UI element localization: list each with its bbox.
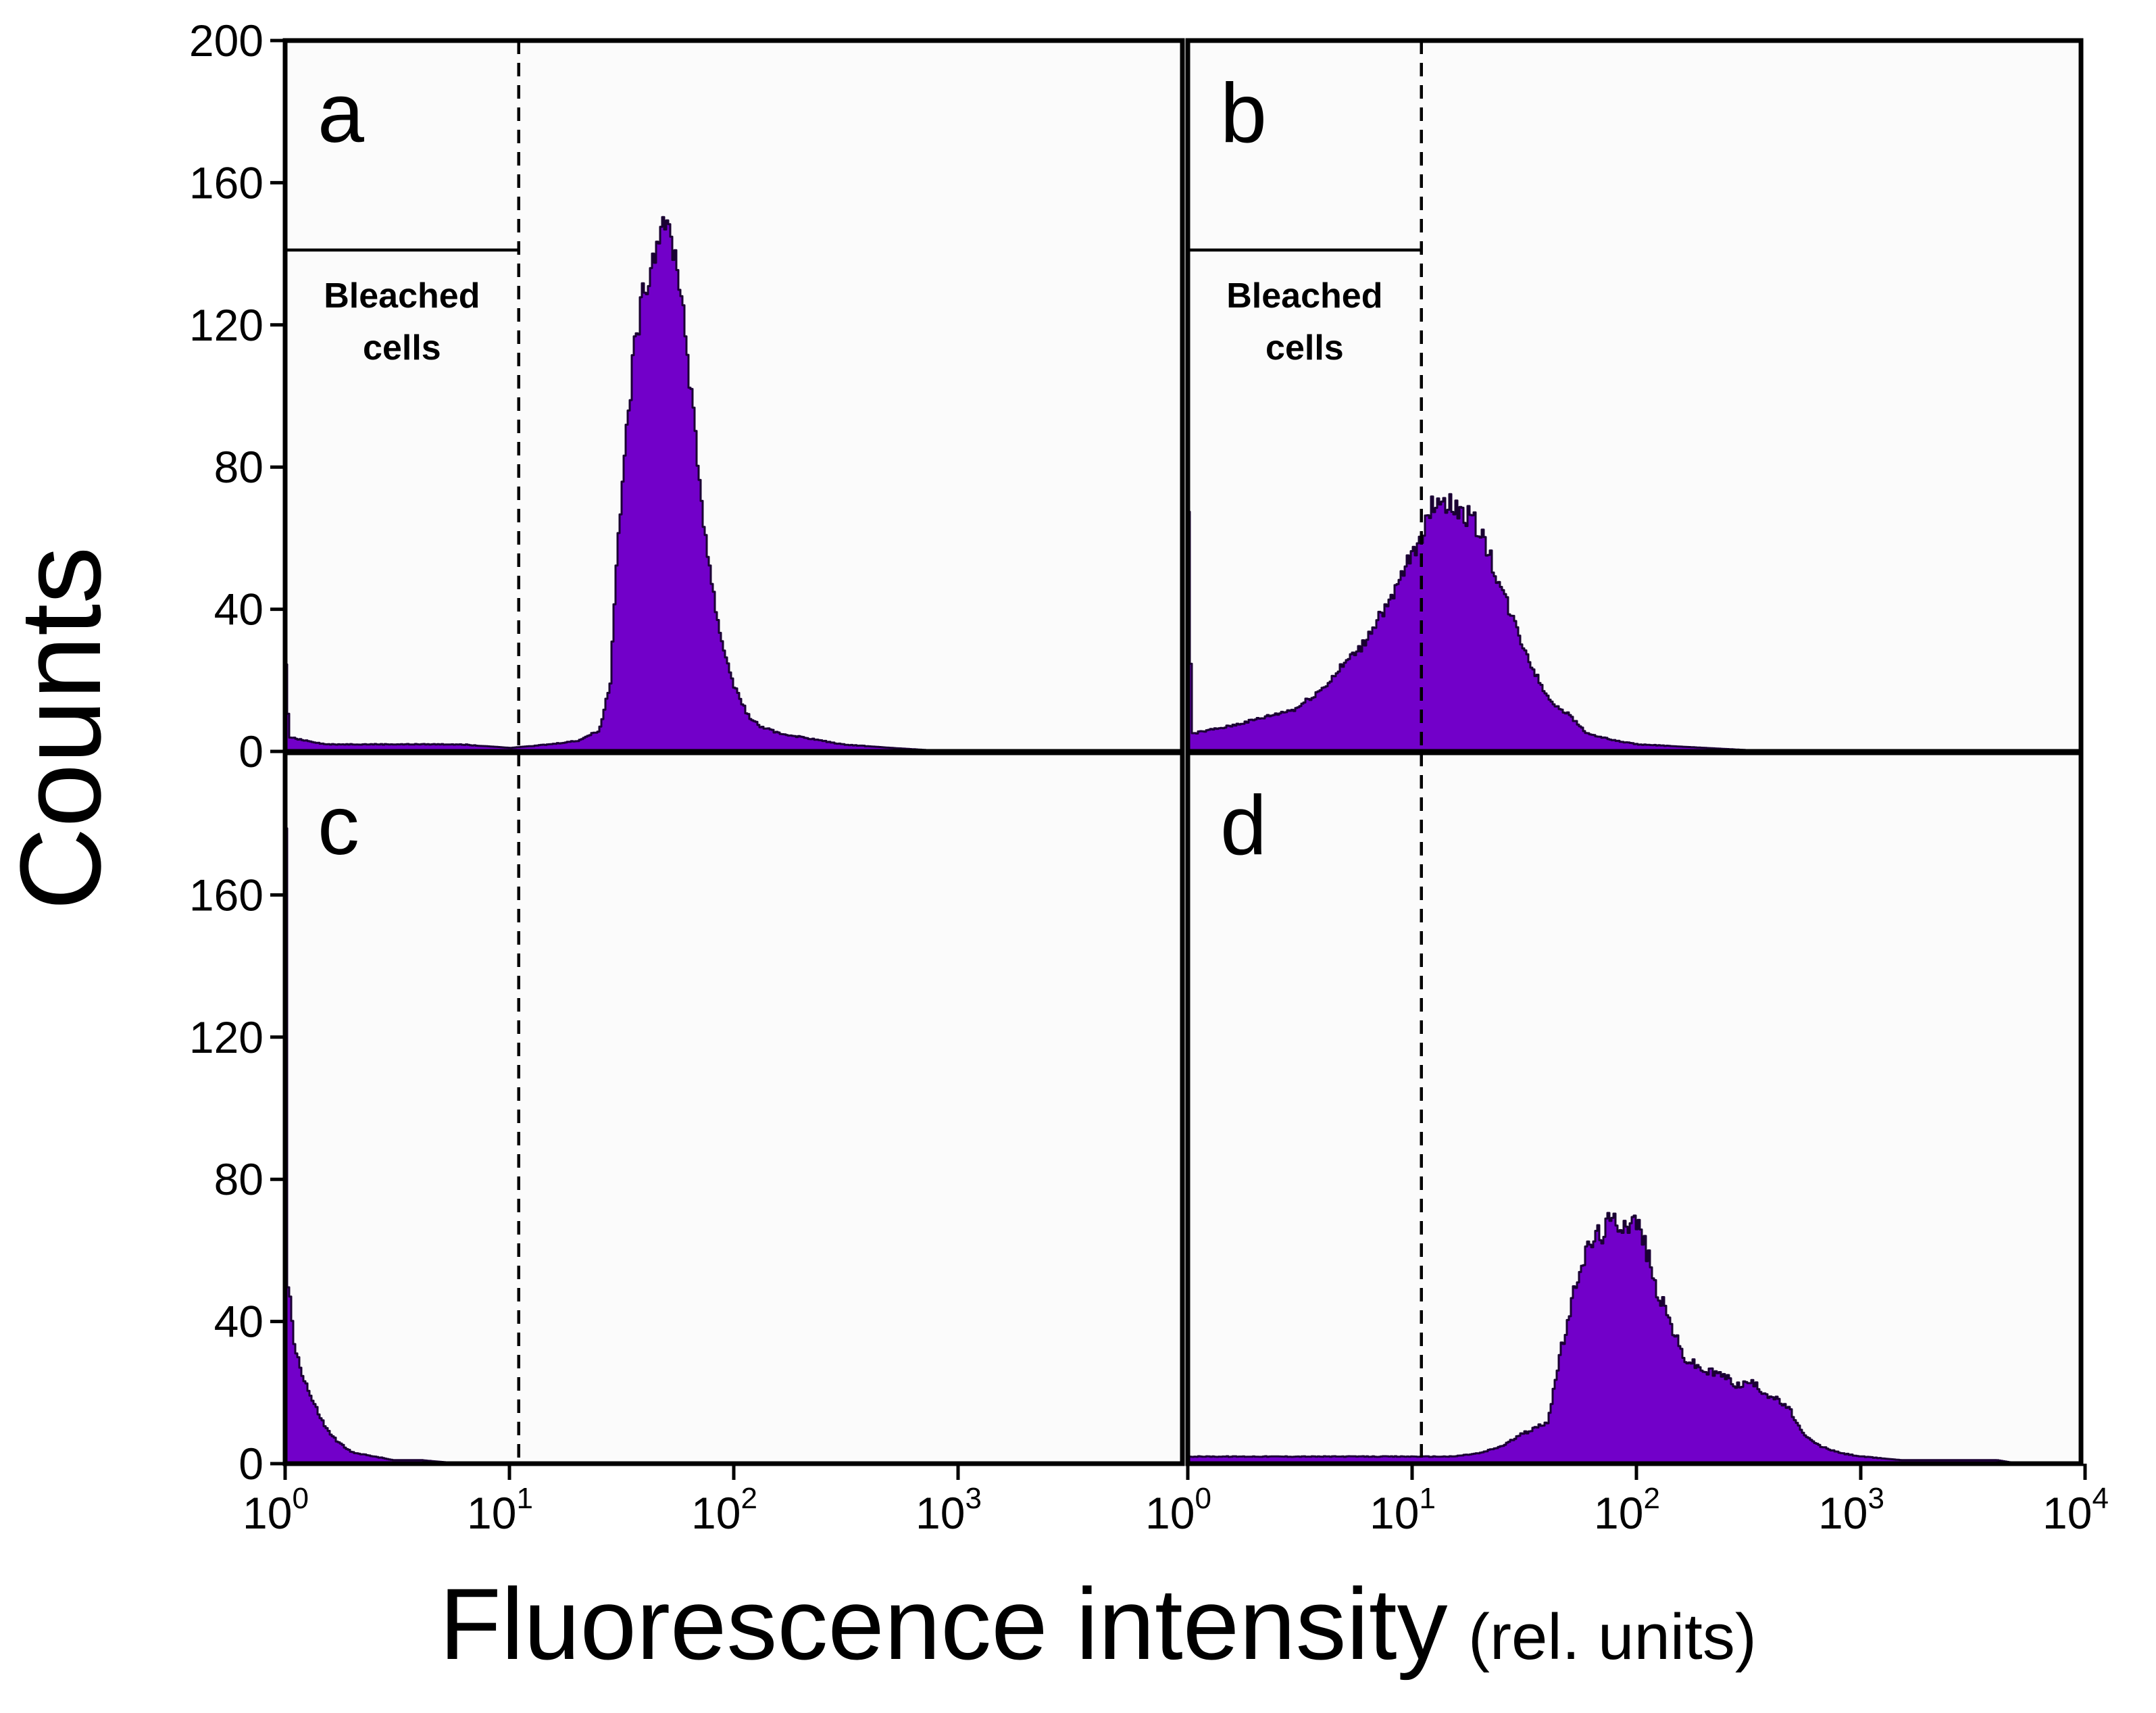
y-top-label-200: 200	[189, 16, 264, 66]
x-tick-base-2: 10	[691, 1488, 741, 1538]
x-tick-base-6: 10	[1594, 1488, 1643, 1538]
histogram-layer	[284, 216, 2019, 1465]
x-tick-exponent-5: 1	[1419, 1482, 1435, 1515]
y-bottom-label-40: 40	[214, 1297, 264, 1347]
x-tick-label-0: 100	[243, 1482, 309, 1538]
x-tick-exponent-4: 0	[1195, 1482, 1211, 1515]
gate-label-line2-panel-b: cells	[1265, 328, 1344, 368]
y-bottom-label-0: 0	[239, 1439, 264, 1489]
panel-c-background	[285, 753, 1182, 1464]
x-tick-label-5: 101	[1370, 1482, 1436, 1538]
panel-letter-c: c	[318, 779, 359, 872]
panel-d-frame	[1185, 750, 2084, 1466]
x-tick-label-7: 103	[1818, 1482, 1884, 1538]
histogram-panel-b	[1186, 493, 1773, 753]
x-tick-exponent-0: 0	[292, 1482, 308, 1515]
x-tick-exponent-1: 1	[516, 1482, 532, 1515]
histogram-panel-d	[1186, 1212, 2019, 1465]
y-top-label-80: 80	[214, 442, 264, 492]
x-tick-label-4: 100	[1145, 1482, 1211, 1538]
histogram-panel-a	[284, 216, 949, 753]
x-tick-label-1: 101	[467, 1482, 533, 1538]
y-axis-title: Counts	[0, 547, 125, 911]
y-bottom-label-120: 120	[189, 1012, 264, 1062]
x-axis-title-main: Fluorescence intensity	[439, 1567, 1447, 1681]
x-tick-exponent-2: 2	[741, 1482, 757, 1515]
x-axis-title-units: (rel. units)	[1468, 1601, 1757, 1673]
x-tick-exponent-7: 3	[1867, 1482, 1884, 1515]
x-tick-label-6: 102	[1594, 1482, 1660, 1538]
x-tick-base-3: 10	[916, 1488, 965, 1538]
x-tick-base-0: 10	[243, 1488, 292, 1538]
x-tick-label-3: 103	[916, 1482, 982, 1538]
y-bottom-label-80: 80	[214, 1154, 264, 1204]
panel-b-background	[1188, 41, 2081, 751]
x-tick-base-4: 10	[1145, 1488, 1195, 1538]
y-top-label-40: 40	[214, 585, 264, 635]
x-tick-base-1: 10	[467, 1488, 516, 1538]
x-tick-base-5: 10	[1370, 1488, 1419, 1538]
gate-label-line1-panel-a: Bleached	[324, 276, 480, 316]
panel-letter-a: a	[318, 67, 364, 160]
y-top-label-0: 0	[239, 726, 264, 776]
panel-letter-d: d	[1220, 779, 1267, 872]
x-tick-label-2: 102	[691, 1482, 757, 1538]
x-axis-title: Fluorescence intensity (rel. units)	[439, 1567, 1757, 1681]
x-tick-exponent-3: 3	[965, 1482, 981, 1515]
y-bottom-label-160: 160	[189, 870, 264, 920]
y-top-label-160: 160	[189, 157, 264, 207]
panel-a-background	[285, 41, 1182, 751]
gate-label-line2-panel-a: cells	[363, 328, 441, 368]
x-tick-label-8: 104	[2042, 1482, 2109, 1538]
x-tick-base-8: 10	[2042, 1488, 2092, 1538]
panel-letter-b: b	[1220, 67, 1267, 160]
panel-backgrounds	[285, 41, 2081, 1464]
x-tick-exponent-6: 2	[1643, 1482, 1659, 1515]
x-tick-exponent-8: 4	[2092, 1482, 2108, 1515]
axes-frames	[270, 38, 2087, 1480]
y-top-label-120: 120	[189, 300, 264, 350]
gate-label-line1-panel-b: Bleached	[1226, 276, 1382, 316]
gate-layer	[285, 41, 1423, 1464]
x-tick-base-7: 10	[1818, 1488, 1867, 1538]
